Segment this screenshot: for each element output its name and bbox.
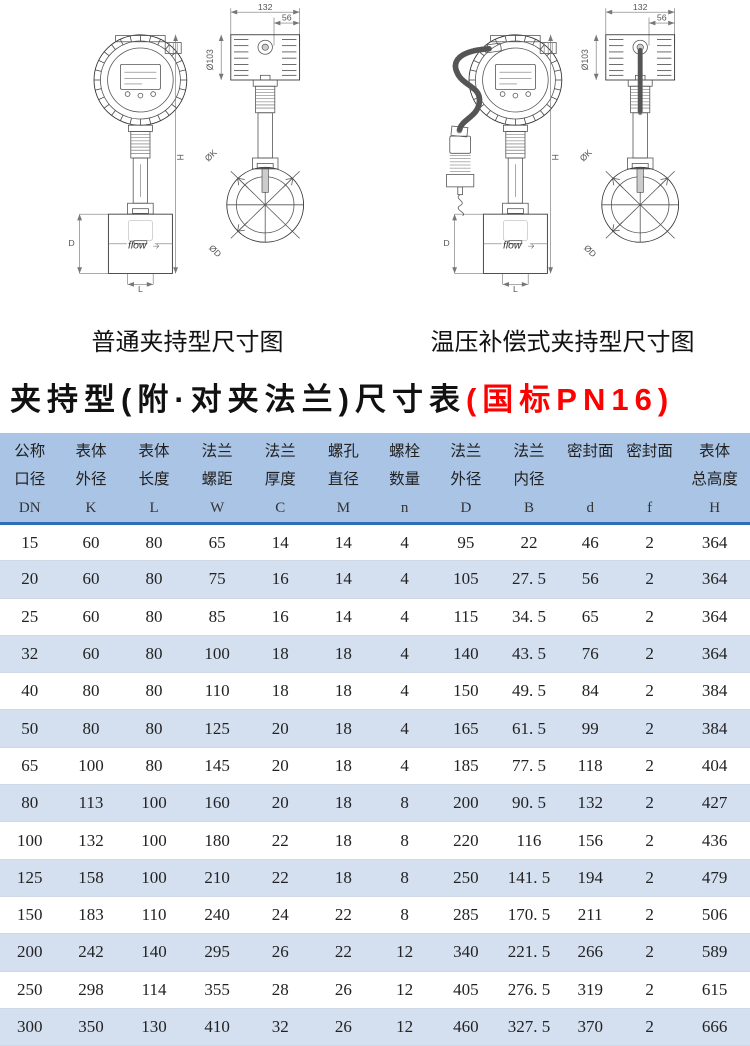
- svg-text:D: D: [443, 238, 449, 248]
- svg-text:L: L: [138, 284, 143, 294]
- svg-text:D: D: [68, 238, 74, 248]
- svg-text:H: H: [550, 154, 560, 160]
- svg-text:flow: flow: [503, 241, 522, 252]
- svg-text:56: 56: [657, 13, 667, 23]
- svg-text:132: 132: [633, 2, 648, 12]
- svg-text:ØD: ØD: [207, 243, 223, 259]
- svg-text:Ø103: Ø103: [205, 49, 215, 70]
- svg-text:56: 56: [282, 13, 292, 23]
- svg-text:Ø103: Ø103: [580, 49, 590, 70]
- svg-text:ØD: ØD: [582, 243, 598, 259]
- svg-text:L: L: [513, 284, 518, 294]
- svg-text:H: H: [175, 154, 185, 160]
- svg-text:flow: flow: [128, 241, 147, 252]
- svg-text:132: 132: [258, 2, 273, 12]
- svg-text:ØK: ØK: [203, 147, 219, 163]
- svg-text:ØK: ØK: [578, 147, 594, 163]
